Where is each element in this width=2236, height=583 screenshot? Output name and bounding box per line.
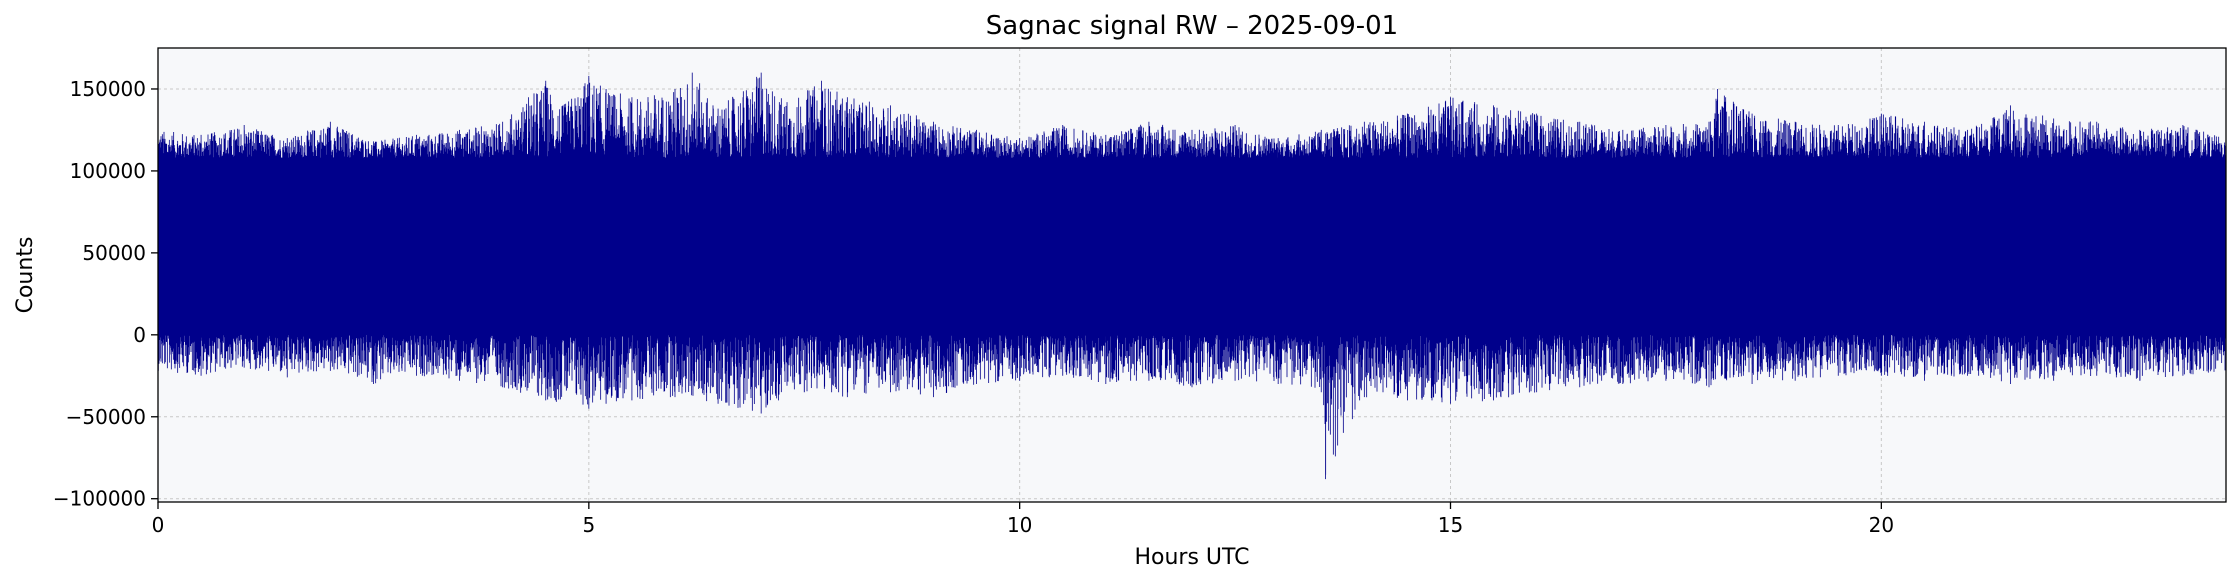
- y-tick-label: 0: [133, 323, 146, 347]
- chart-title: Sagnac signal RW – 2025-09-01: [986, 11, 1398, 41]
- y-tick-label: 100000: [70, 159, 146, 183]
- x-tick-label: 15: [1438, 513, 1463, 537]
- x-tick-label: 5: [582, 513, 595, 537]
- x-tick-label: 10: [1007, 513, 1032, 537]
- y-tick-label: 50000: [82, 241, 146, 265]
- x-tick-label: 20: [1869, 513, 1894, 537]
- y-axis-ticks: −100000 −50000 0 50000 100000 150000: [53, 77, 158, 511]
- y-tick-label: 150000: [70, 77, 146, 101]
- plot-frame: [157, 47, 2227, 503]
- x-axis-label: Hours UTC: [1134, 545, 1249, 570]
- x-tick-label: 0: [152, 513, 165, 537]
- signal-trace: [157, 72, 2227, 480]
- y-tick-label: −100000: [53, 487, 146, 511]
- y-tick-label: −50000: [66, 405, 146, 429]
- x-axis-ticks: 0 5 10 15 20: [152, 502, 1894, 537]
- y-axis-label: Counts: [13, 237, 38, 314]
